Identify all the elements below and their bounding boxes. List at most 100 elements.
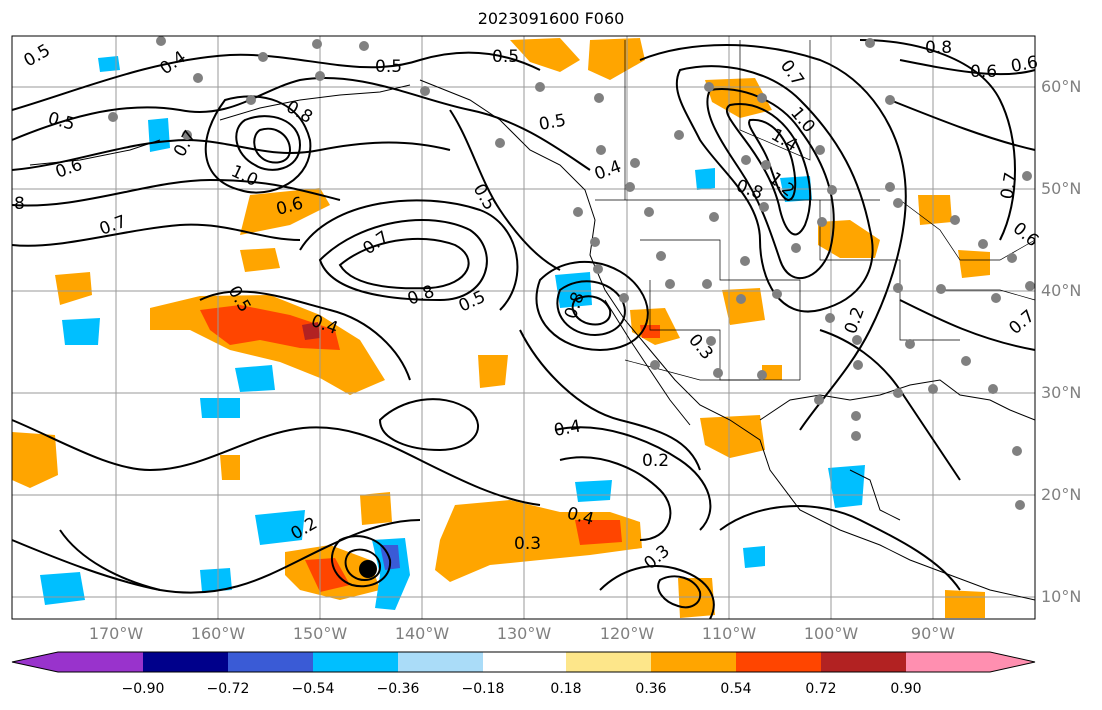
station-marker bbox=[905, 339, 915, 349]
positive-anomaly bbox=[700, 415, 765, 458]
positive-anomaly bbox=[945, 590, 985, 618]
station-marker bbox=[650, 360, 660, 370]
contour-line bbox=[725, 103, 812, 236]
station-marker bbox=[590, 237, 600, 247]
contour-label: 0.8 bbox=[925, 38, 952, 58]
lon-label: 170°W bbox=[88, 624, 144, 643]
station-marker bbox=[950, 215, 960, 225]
station-marker bbox=[928, 384, 938, 394]
graticule bbox=[12, 36, 1035, 619]
negative-anomaly bbox=[695, 168, 715, 190]
positive-anomaly bbox=[958, 250, 990, 278]
contour-line bbox=[748, 118, 797, 202]
storm-center-marker bbox=[359, 560, 377, 578]
station-marker bbox=[852, 335, 862, 345]
contour-line bbox=[253, 127, 292, 164]
station-marker bbox=[630, 158, 640, 168]
contour-label: 0.3 bbox=[514, 534, 541, 554]
positive-anomaly bbox=[722, 288, 765, 325]
station-marker bbox=[885, 95, 895, 105]
contour-line bbox=[889, 99, 1036, 151]
station-marker bbox=[961, 356, 971, 366]
station-marker bbox=[420, 86, 430, 96]
station-marker bbox=[593, 264, 603, 274]
negative-anomaly bbox=[200, 398, 240, 418]
negative-anomaly bbox=[743, 546, 765, 568]
contour-line bbox=[338, 237, 470, 290]
colorbar-tick-label: −0.90 bbox=[121, 681, 165, 697]
contour-line bbox=[675, 65, 874, 313]
station-marker bbox=[625, 182, 635, 192]
lon-label: 100°W bbox=[803, 624, 859, 643]
colorbar bbox=[11, 651, 1036, 673]
station-marker bbox=[535, 82, 545, 92]
shaded-anomalies bbox=[12, 38, 990, 618]
positive-anomaly bbox=[510, 38, 580, 72]
station-marker bbox=[827, 185, 837, 195]
positive-anomaly-strong bbox=[305, 558, 350, 592]
station-marker bbox=[1012, 446, 1022, 456]
coastlines bbox=[29, 79, 1036, 601]
station-marker bbox=[665, 279, 675, 289]
contour-line bbox=[318, 219, 488, 302]
station-marker bbox=[936, 284, 946, 294]
station-marker bbox=[156, 36, 166, 46]
station-marker bbox=[978, 239, 988, 249]
contour-line bbox=[639, 44, 907, 431]
colorbar-segment bbox=[566, 652, 651, 672]
negative-anomaly bbox=[200, 568, 232, 592]
station-marker bbox=[757, 93, 767, 103]
lon-label: 120°W bbox=[599, 624, 655, 643]
lat-label: 10°N bbox=[1041, 587, 1082, 606]
contour-line bbox=[859, 39, 1016, 241]
colorbar-tick-label: −0.18 bbox=[461, 681, 505, 697]
lon-label: 130°W bbox=[496, 624, 552, 643]
positive-anomaly bbox=[762, 365, 782, 380]
negative-anomaly bbox=[255, 510, 305, 545]
contour-label: 0.2 bbox=[642, 451, 669, 471]
lon-label: 90°W bbox=[910, 624, 956, 643]
colorbar-segment bbox=[736, 652, 821, 672]
colorbar-segment bbox=[651, 652, 736, 672]
colorbar-tick-label: 0.72 bbox=[805, 681, 837, 697]
station-marker bbox=[885, 182, 895, 192]
contour-line bbox=[11, 51, 541, 111]
station-marker bbox=[359, 41, 369, 51]
station-marker bbox=[594, 93, 604, 103]
contour-line bbox=[331, 535, 392, 588]
station-marker bbox=[761, 160, 771, 170]
positive-anomaly-strongest bbox=[302, 322, 320, 340]
lat-label: 30°N bbox=[1041, 383, 1082, 402]
colorbar-tick-label: 0.54 bbox=[720, 681, 752, 697]
contour-label: 0.6 bbox=[970, 62, 997, 82]
station-marker bbox=[702, 279, 712, 289]
contour-line bbox=[899, 59, 1036, 76]
lon-label: 140°W bbox=[394, 624, 450, 643]
contour-line bbox=[599, 565, 715, 620]
negative-anomaly bbox=[235, 365, 275, 392]
negative-anomaly bbox=[148, 118, 170, 152]
contour-line bbox=[199, 290, 411, 381]
contour-label: 0.4 bbox=[552, 417, 582, 441]
colorbar-outline bbox=[11, 651, 1036, 673]
contour-line bbox=[554, 426, 712, 531]
station-marker bbox=[759, 202, 769, 212]
contour-line bbox=[299, 199, 519, 311]
positive-anomaly bbox=[240, 188, 330, 235]
contour-line bbox=[11, 76, 591, 171]
station-marker bbox=[713, 368, 723, 378]
station-marker bbox=[825, 313, 835, 323]
contour-line bbox=[344, 548, 382, 581]
contour-line bbox=[11, 178, 341, 207]
station-marker bbox=[596, 145, 606, 155]
lon-label: 160°W bbox=[190, 624, 246, 643]
contour-label: 8 bbox=[14, 194, 25, 214]
contour-line bbox=[11, 138, 451, 171]
colorbar-tick-label: −0.72 bbox=[206, 681, 250, 697]
station-marker bbox=[1007, 253, 1017, 263]
contour-line bbox=[449, 109, 561, 271]
colorbar-tick-label: −0.36 bbox=[376, 681, 420, 697]
positive-anomaly bbox=[240, 248, 280, 272]
station-marker bbox=[674, 130, 684, 140]
